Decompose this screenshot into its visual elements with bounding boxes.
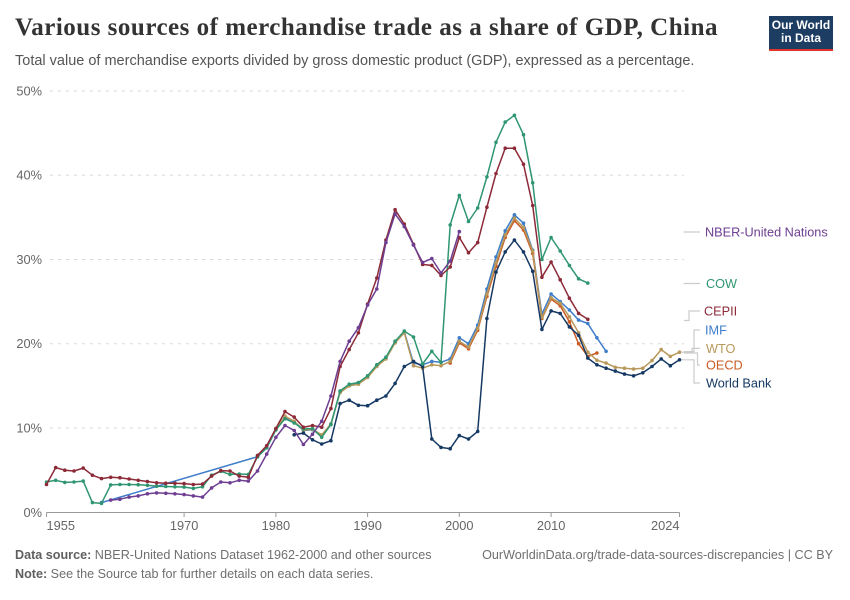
svg-text:WTO: WTO [706, 342, 735, 356]
svg-text:OECD: OECD [706, 359, 743, 373]
svg-text:1980: 1980 [262, 518, 290, 533]
svg-text:20%: 20% [16, 336, 42, 351]
svg-text:IMF: IMF [705, 324, 727, 338]
svg-text:10%: 10% [16, 421, 42, 436]
svg-text:40%: 40% [16, 168, 42, 183]
svg-text:50%: 50% [16, 83, 42, 98]
svg-text:World Bank: World Bank [706, 377, 772, 391]
svg-text:0%: 0% [24, 505, 43, 520]
svg-text:2000: 2000 [445, 518, 473, 533]
svg-text:1990: 1990 [353, 518, 381, 533]
svg-text:NBER-United Nations: NBER-United Nations [705, 226, 828, 240]
svg-text:30%: 30% [16, 252, 42, 267]
svg-text:COW: COW [706, 277, 737, 291]
svg-text:1970: 1970 [170, 518, 198, 533]
svg-text:1955: 1955 [47, 518, 75, 533]
svg-text:2024: 2024 [651, 518, 679, 533]
svg-text:2010: 2010 [537, 518, 565, 533]
svg-text:CEPII: CEPII [704, 305, 737, 319]
